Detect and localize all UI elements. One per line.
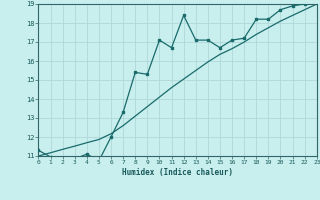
X-axis label: Humidex (Indice chaleur): Humidex (Indice chaleur): [122, 168, 233, 177]
